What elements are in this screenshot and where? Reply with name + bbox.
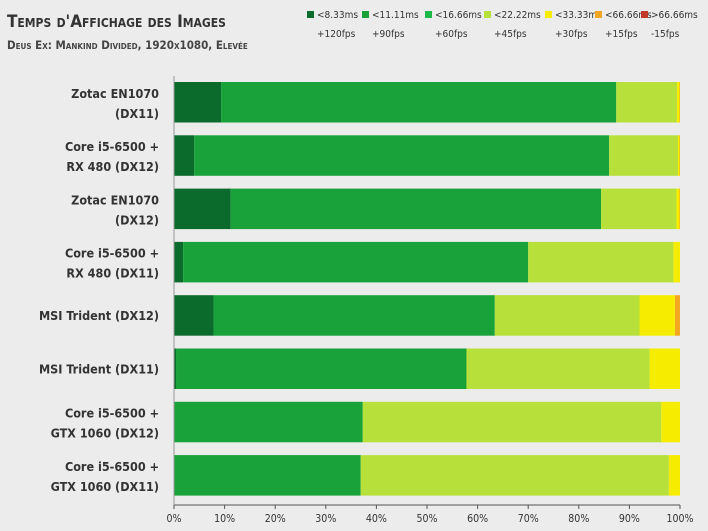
legend-sublabel: +90fps [372,29,405,40]
legend-label: >66.66ms [651,10,698,21]
legend-swatch [362,11,369,18]
legend-label: <66.66ms [605,10,652,21]
bar-segment [174,241,184,283]
bar-segment [676,188,680,230]
bar-segment [677,135,680,176]
category-label: Zotac EN1070 (DX12) [71,192,159,227]
x-tick-label: 60% [467,513,488,525]
x-tick-label: 50% [417,513,438,525]
legend-swatch [307,11,314,18]
category-label: Zotac EN1070 (DX11) [71,86,159,121]
bar-segment [174,401,363,443]
legend-sublabel: +30fps [555,29,588,40]
category-label: Core i5-6500 + RX 480 (DX12) [65,139,159,174]
x-tick-label: 100% [666,513,693,525]
bar-segment [673,241,680,283]
bar-segment [183,241,529,283]
bar-segment [174,295,214,336]
bar-segment [176,348,467,389]
legend-sublabel: -15fps [651,29,680,40]
legend-swatch [545,11,552,18]
bar-segment [174,82,222,123]
x-axis: 0% 10% 20% 30% 40% 50% 60% 70% 80% 90% 100% [167,76,694,525]
bar-segment [679,188,680,230]
x-tick-label: 90% [619,513,640,525]
bar-segment [174,348,177,389]
legend-label: <8.33ms [317,10,358,21]
bar-segment [174,188,231,230]
legend-sublabel: +15fps [605,29,638,40]
category-label: MSI Trident (DX12) [39,308,159,323]
x-tick-label: 40% [366,513,387,525]
bar-segment [609,135,678,176]
x-tick-label: 30% [315,513,336,525]
chart-title: Temps d'Affichage des Images [7,12,226,32]
legend-label: <11.11ms [372,10,419,21]
bar-segment [601,188,677,230]
bar-segment [174,135,195,176]
legend-swatch [425,11,432,18]
bars [174,82,680,496]
legend-label: <22.22ms [494,10,541,21]
bar-segment [494,295,640,336]
bar-segment [194,135,610,176]
bar-segment [360,455,669,496]
legend-swatch [641,11,648,18]
bar-segment [639,295,675,336]
bar-segment [668,455,680,496]
bar-segment [679,82,680,123]
chart-subtitle: Deus Ex: Mankind Divided, 1920x1080, Ele… [7,38,248,52]
bar-segment [676,82,680,123]
bar-segment [674,295,680,336]
category-label: MSI Trident (DX11) [39,361,159,376]
legend: <8.33ms +120fps <11.11ms +90fps <16.66ms +60f… [307,10,698,40]
x-tick-label: 70% [518,513,539,525]
bar-segment [466,348,650,389]
legend-sublabel: +45fps [494,29,527,40]
bar-segment [661,401,680,443]
category-label: Core i5-6500 + RX 480 (DX11) [65,246,159,281]
bar-segment [679,135,680,176]
legend-sublabel: +120fps [317,29,356,40]
category-labels: Zotac EN1070 (DX11) Core i5-6500 + RX 480 (… [39,86,159,494]
legend-label: <33.33ms [555,10,602,21]
bar-segment [649,348,680,389]
x-tick-label: 10% [214,513,235,525]
category-label: Core i5-6500 + GTX 1060 (DX12) [51,406,159,441]
bar-segment [616,82,677,123]
bar-segment [230,188,602,230]
x-tick-label: 80% [568,513,589,525]
x-tick-label: 20% [265,513,286,525]
category-label: Core i5-6500 + GTX 1060 (DX11) [51,459,159,494]
legend-swatch [484,11,491,18]
bar-segment [174,455,361,496]
legend-swatch [595,11,602,18]
bar-segment [362,401,662,443]
bar-segment [213,295,495,336]
legend-label: <16.66ms [435,10,482,21]
bar-segment [528,241,674,283]
legend-sublabel: +60fps [435,29,468,40]
bar-segment [221,82,617,123]
x-tick-label: 0% [167,513,182,525]
